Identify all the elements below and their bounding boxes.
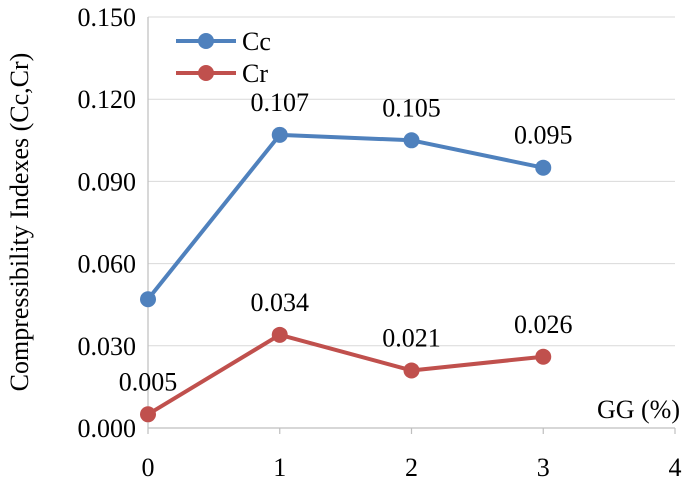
data-point-cr — [535, 348, 552, 365]
data-point-cr — [271, 326, 288, 343]
y-tick-label: 0.000 — [78, 414, 137, 443]
data-point-cr — [403, 362, 420, 379]
x-tick-label: 4 — [669, 453, 682, 482]
data-label-cc: 0.107 — [251, 88, 310, 117]
data-label-cr: 0.021 — [382, 323, 441, 352]
y-tick-label: 0.060 — [78, 250, 137, 279]
series-group — [140, 126, 552, 423]
legend-marker-cc — [198, 33, 214, 49]
legend: Cc Cr — [176, 27, 271, 88]
data-point-cr — [140, 406, 156, 423]
data-point-cc — [403, 132, 420, 149]
axes — [147, 17, 676, 434]
y-tick-label: 0.120 — [78, 85, 137, 114]
legend-label-cc: Cc — [242, 27, 271, 56]
series-line-cr — [146, 332, 544, 417]
y-tick-labels: 0.000 0.030 0.060 0.090 0.120 0.150 — [78, 3, 137, 443]
y-tick-label: 0.150 — [78, 3, 137, 32]
data-labels: 0.107 0.105 0.095 0.005 0.034 0.021 0.026 — [119, 88, 573, 396]
data-label-cc: 0.095 — [514, 121, 573, 150]
data-point-cc — [535, 159, 552, 176]
y-axis-title: Compressibility Indexes (Cc,Cr) — [5, 53, 34, 392]
legend-marker-cr — [198, 65, 214, 81]
x-tick-label: 2 — [405, 453, 418, 482]
data-point-cc — [140, 291, 156, 308]
data-label-cr: 0.026 — [514, 310, 573, 339]
x-tick-label: 3 — [537, 453, 550, 482]
data-point-cc — [271, 126, 288, 143]
series-line-cc — [146, 132, 544, 301]
gridlines — [148, 16, 675, 347]
x-tick-labels: 0 1 2 3 4 — [142, 453, 682, 482]
data-label-cr: 0.005 — [119, 367, 178, 396]
data-label-cr: 0.034 — [251, 288, 310, 317]
legend-label-cr: Cr — [242, 59, 268, 88]
data-label-cc: 0.105 — [382, 93, 441, 122]
x-tick-label: 0 — [142, 453, 155, 482]
x-tick-label: 1 — [273, 453, 286, 482]
y-tick-label: 0.090 — [78, 167, 137, 196]
y-tick-label: 0.030 — [78, 332, 137, 361]
x-axis-title: GG (%) — [597, 395, 680, 424]
